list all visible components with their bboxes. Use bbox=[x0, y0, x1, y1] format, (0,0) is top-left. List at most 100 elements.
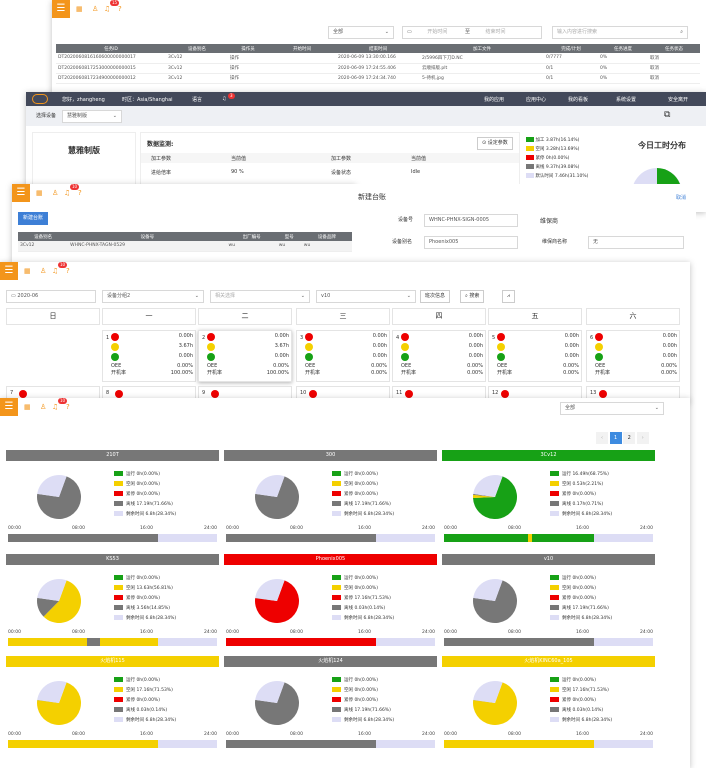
bell-icon[interactable]: ♫ bbox=[104, 5, 111, 13]
pie-slice bbox=[473, 579, 503, 601]
status-filter-select[interactable]: 全部 ⌄ bbox=[328, 26, 394, 39]
bell-icon[interactable]: ♫ bbox=[52, 267, 59, 275]
idle-hours: 3.67h bbox=[178, 343, 193, 349]
nav-my-dashboard[interactable]: 我的看板 bbox=[568, 97, 589, 103]
apps-grid-icon[interactable]: ▦ bbox=[36, 189, 43, 197]
user-icon[interactable]: ♙ bbox=[40, 403, 47, 411]
user-icon[interactable]: ♙ bbox=[92, 5, 99, 13]
legend-item: 运行 16.49h(68.75%) bbox=[550, 470, 612, 480]
language-switch[interactable]: 语言 bbox=[192, 97, 203, 103]
cell: 3Cv12 bbox=[166, 63, 228, 74]
weekday-header: 日 bbox=[6, 308, 100, 325]
nav-system-settings[interactable]: 系统设置 bbox=[616, 97, 637, 103]
chart-toggle-button[interactable]: ⩘ bbox=[502, 290, 515, 303]
shift-info-button[interactable]: 班次信息 bbox=[420, 290, 451, 303]
prev-page-button[interactable]: ‹ bbox=[596, 432, 608, 444]
new-ledger-button[interactable]: 新建台账 bbox=[18, 212, 49, 225]
machine-card[interactable]: 火焰机KINC60a_105 运行 0h(0.00%) 空闲 17.16h(71.5… bbox=[442, 656, 655, 752]
param-name: 进给倍率 bbox=[151, 170, 172, 176]
calendar-day-cell[interactable]: 4 0.00h 0.00h 0.00h OEE 0.00% 开机率 0.00% bbox=[392, 330, 486, 382]
machine-card[interactable]: v10 运行 0h(0.00%) 空闲 0h(0.00%) 紧停 0h(0.00%) 离… bbox=[442, 554, 655, 650]
red-status-icon bbox=[211, 390, 219, 398]
maintenance-name-input[interactable]: 无 bbox=[588, 236, 684, 249]
cell: 操作 bbox=[228, 53, 268, 64]
help-icon[interactable]: ? bbox=[66, 403, 70, 411]
line-chart-icon: ⩘ bbox=[507, 293, 510, 299]
legend-item: 默认时间 7.46h(31.10%) bbox=[526, 172, 588, 181]
legend-swatch bbox=[114, 491, 123, 496]
start-date-input[interactable]: 开始时间 bbox=[427, 29, 448, 35]
menu-button[interactable]: ☰ bbox=[0, 262, 18, 280]
group-select[interactable]: 设备分组2 ⌄ bbox=[102, 290, 204, 303]
page-button[interactable]: 2 bbox=[623, 432, 636, 444]
machine-card[interactable]: 火焰机124 运行 0h(0.00%) 空闲 0h(0.00%) 紧停 0h(0.00… bbox=[224, 656, 437, 752]
help-icon[interactable]: ? bbox=[66, 267, 70, 275]
apps-grid-icon[interactable]: ▦ bbox=[24, 403, 31, 411]
machine-card[interactable]: KS53 运行 0h(0.00%) 空闲 13.63h(56.81%) 紧停 0h(0… bbox=[6, 554, 219, 650]
date-range-picker[interactable]: ▭ 开始时间 至 结束时间 bbox=[402, 26, 542, 39]
export-icon[interactable]: ⧉ bbox=[664, 110, 671, 120]
status-timeline bbox=[8, 740, 217, 748]
cell[interactable]: 取消 bbox=[648, 73, 700, 84]
menu-button[interactable]: ☰ bbox=[0, 398, 18, 416]
table-row[interactable]: DT2020060817234900000000012 3Cv12 操作 2020-0… bbox=[56, 73, 700, 84]
settings-button[interactable]: ⊙ 设定参数 bbox=[477, 137, 513, 150]
oee-value: 0.00% bbox=[467, 363, 483, 369]
bell-icon[interactable]: ♫ bbox=[52, 403, 59, 411]
search-input[interactable]: 输入内容进行搜索 ⌕ bbox=[552, 26, 688, 39]
apps-grid-icon[interactable]: ▦ bbox=[76, 5, 83, 13]
device-number-input[interactable]: WHNC-PHNX-SIGN-0005 bbox=[424, 214, 518, 227]
calendar-day-cell[interactable]: 6 0.00h 0.00h 0.00h OEE 0.00% 开机率 0.00% bbox=[586, 330, 680, 382]
cell[interactable]: 取消 bbox=[648, 53, 700, 64]
machine-card[interactable]: 300 运行 0h(0.00%) 空闲 0h(0.00%) 紧停 0h(0.00%) 离… bbox=[224, 450, 437, 546]
legend-swatch bbox=[550, 707, 559, 712]
time-tick: 16:00 bbox=[140, 526, 153, 531]
next-page-button[interactable]: › bbox=[636, 432, 649, 444]
device-select-value: 慧雅制版 bbox=[67, 113, 88, 119]
calendar-day-cell[interactable]: 5 0.00h 0.00h 0.00h OEE 0.00% 开机率 0.00% bbox=[488, 330, 582, 382]
nav-logout[interactable]: 安全离开 bbox=[668, 97, 689, 103]
nav-my-apps[interactable]: 我的应用 bbox=[484, 97, 505, 103]
menu-button[interactable]: ☰ bbox=[52, 0, 70, 18]
page-button[interactable]: 1 bbox=[609, 432, 622, 444]
cancel-link[interactable]: 取消 bbox=[675, 195, 686, 201]
nav-app-center[interactable]: 应用中心 bbox=[526, 97, 547, 103]
menu-button[interactable]: ☰ bbox=[12, 184, 30, 202]
search-button[interactable]: ⌕ 搜索 bbox=[460, 290, 485, 303]
machine-filter-select[interactable]: 相关选择 ⌄ bbox=[210, 290, 310, 303]
search-icon[interactable]: ⌕ bbox=[680, 29, 683, 35]
bell-icon[interactable]: ♫ bbox=[222, 96, 227, 102]
device-alias-input[interactable]: Phoenix005 bbox=[424, 236, 518, 249]
cell: wu bbox=[276, 241, 302, 252]
table-row[interactable]: DT2020060816160600000000017 3Cv12 操作 2020-0… bbox=[56, 53, 700, 64]
status-filter-select[interactable]: 全部 ⌄ bbox=[560, 402, 664, 415]
help-icon[interactable]: ? bbox=[118, 5, 122, 13]
legend-label: 运行 bbox=[344, 678, 353, 683]
bell-icon[interactable]: ♫ bbox=[64, 189, 71, 197]
table-row[interactable]: DT2020060817253000000000015 3Cv12 操作 2020-0… bbox=[56, 63, 700, 74]
legend-label: 运行 bbox=[562, 576, 571, 581]
machine-select[interactable]: v10 ⌄ bbox=[316, 290, 416, 303]
timeline-segment bbox=[99, 638, 130, 646]
legend-item: 离线 17.19h(71.66%) bbox=[332, 500, 394, 510]
table-row[interactable]: 3Cv12 WHNC-PHNX-TAGN-0529 wu wu wu bbox=[18, 241, 352, 252]
machine-card[interactable]: Phoenix005 运行 0h(0.00%) 空闲 0h(0.00%) 紧停 17.… bbox=[224, 554, 437, 650]
search-label: 搜索 bbox=[469, 293, 480, 299]
help-icon[interactable]: ? bbox=[78, 189, 82, 197]
user-icon[interactable]: ♙ bbox=[52, 189, 59, 197]
machine-card[interactable]: 3Cv12 运行 16.49h(68.75%) 空闲 0.53h(2.21%) 紧停 … bbox=[442, 450, 655, 546]
device-select[interactable]: 慧雅制版 ⌄ bbox=[62, 110, 122, 123]
legend-value: 0.03h(0.14%) bbox=[136, 708, 168, 713]
machine-card[interactable]: 火焰机115 运行 0h(0.00%) 空闲 17.16h(71.53%) 紧停 0h… bbox=[6, 656, 219, 752]
calendar-day-cell[interactable]: 2 0.00h 3.67h 0.00h OEE 0.00% 开机率 100.00% bbox=[198, 330, 292, 382]
calendar-day-cell[interactable]: 3 0.00h 0.00h 0.00h OEE 0.00% 开机率 0.00% bbox=[296, 330, 390, 382]
month-picker[interactable]: ▭ 2020-06 bbox=[6, 290, 96, 303]
end-date-input[interactable]: 结束时间 bbox=[485, 29, 506, 35]
cell[interactable]: 取消 bbox=[648, 63, 700, 74]
machine-value: v10 bbox=[321, 293, 331, 299]
user-icon[interactable]: ♙ bbox=[40, 267, 47, 275]
machine-card[interactable]: 210T 运行 0h(0.00%) 空闲 0h(0.00%) 紧停 0h(0.00%)… bbox=[6, 450, 219, 546]
calendar-day-cell[interactable]: 1 0.00h 3.67h 0.00h OEE 0.00% 开机率 100.00% bbox=[102, 330, 196, 382]
apps-grid-icon[interactable]: ▦ bbox=[24, 267, 31, 275]
legend-label: 剩余时间 bbox=[126, 512, 144, 517]
